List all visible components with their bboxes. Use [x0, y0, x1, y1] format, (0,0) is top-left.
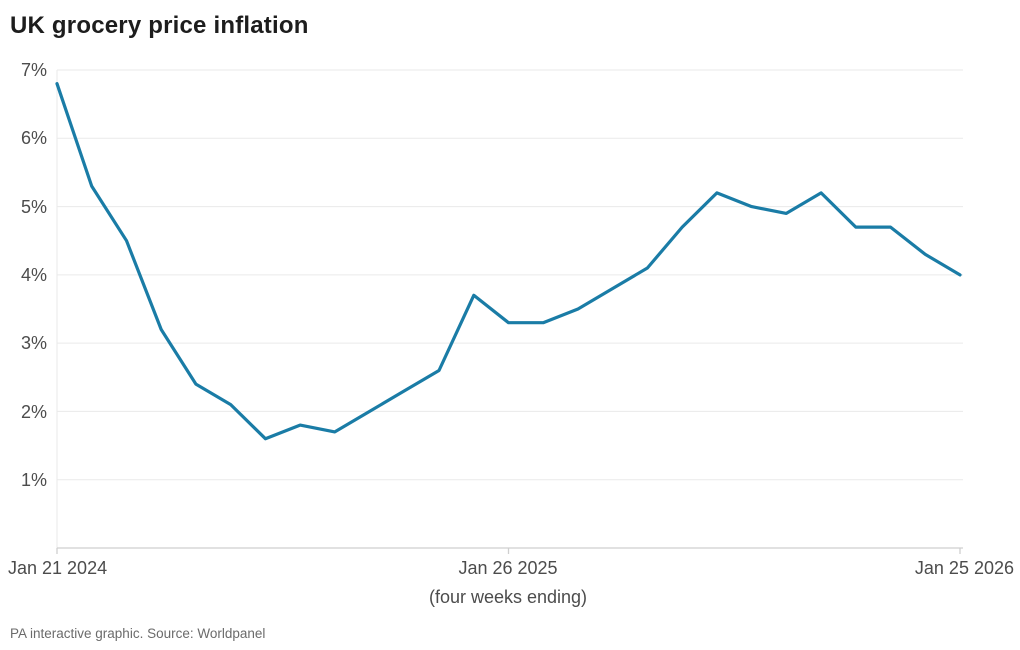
chart-title: UK grocery price inflation [10, 12, 309, 39]
y-tick-label-3pct: 3% [20, 333, 47, 354]
y-tick-label-5pct: 5% [20, 196, 47, 217]
y-axis: 7% 6% 5% 4% 3% 2% 1% [0, 58, 47, 492]
x-tick-label-end-date: Jan 25 2026 [914, 558, 1014, 578]
x-axis-sublabel: (four weeks ending) [428, 587, 588, 607]
y-tick-label-7pct: 7% [20, 60, 47, 80]
y-tick-label-1pct: 1% [20, 469, 47, 490]
inflation-line [55, 82, 962, 441]
x-tick-label-mid-date: Jan 26 2025 [458, 558, 558, 578]
y-tick-label-2pct: 2% [20, 401, 47, 422]
y-tick-label-4pct: 4% [20, 264, 47, 285]
source-caption: PA interactive graphic. Source: Worldpan… [10, 626, 266, 641]
y-tick-label-6pct: 6% [20, 128, 47, 149]
x-tick-label-start-date: Jan 21 2024 [8, 558, 108, 578]
